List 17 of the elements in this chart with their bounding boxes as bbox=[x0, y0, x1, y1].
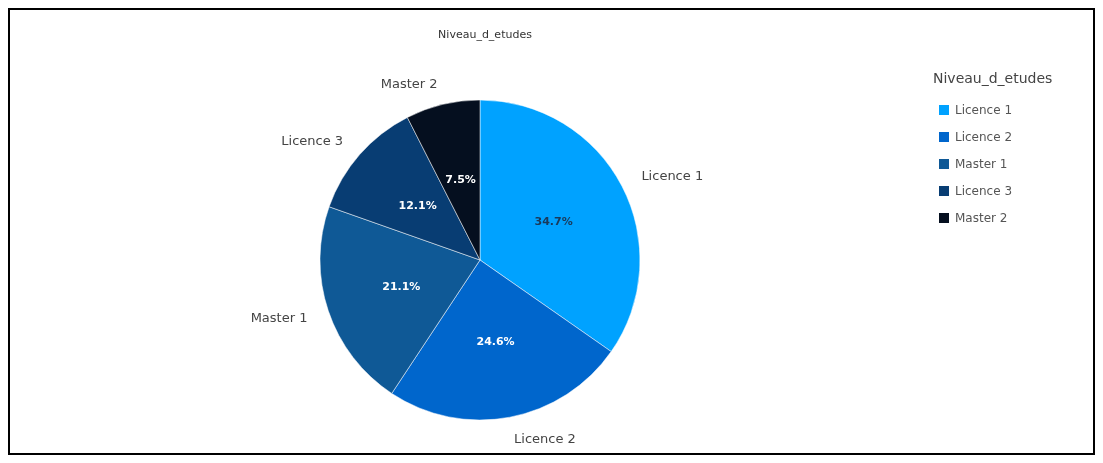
slice-label: Master 1 bbox=[250, 310, 308, 326]
slice-label: Master 2 bbox=[380, 75, 438, 91]
legend-title: Niveau_d_etudes bbox=[933, 70, 1053, 86]
data-label: 24.6% bbox=[476, 335, 515, 349]
legend-label: Master 1 bbox=[955, 157, 1008, 171]
data-label: 21.1% bbox=[382, 279, 421, 293]
data-label: 7.5% bbox=[445, 172, 476, 186]
slice-label: Licence 2 bbox=[514, 431, 576, 447]
data-label: 34.7% bbox=[534, 215, 573, 229]
chart-title: Niveau_d_etudes bbox=[438, 28, 533, 41]
legend-label: Master 2 bbox=[955, 211, 1008, 225]
legend-label: Licence 2 bbox=[955, 130, 1013, 144]
data-label: 12.1% bbox=[398, 198, 437, 212]
legend-label: Licence 3 bbox=[955, 184, 1013, 198]
slice-label: Licence 1 bbox=[641, 168, 704, 184]
slice-label: Licence 3 bbox=[281, 132, 344, 148]
legend-label: Licence 1 bbox=[955, 103, 1013, 117]
